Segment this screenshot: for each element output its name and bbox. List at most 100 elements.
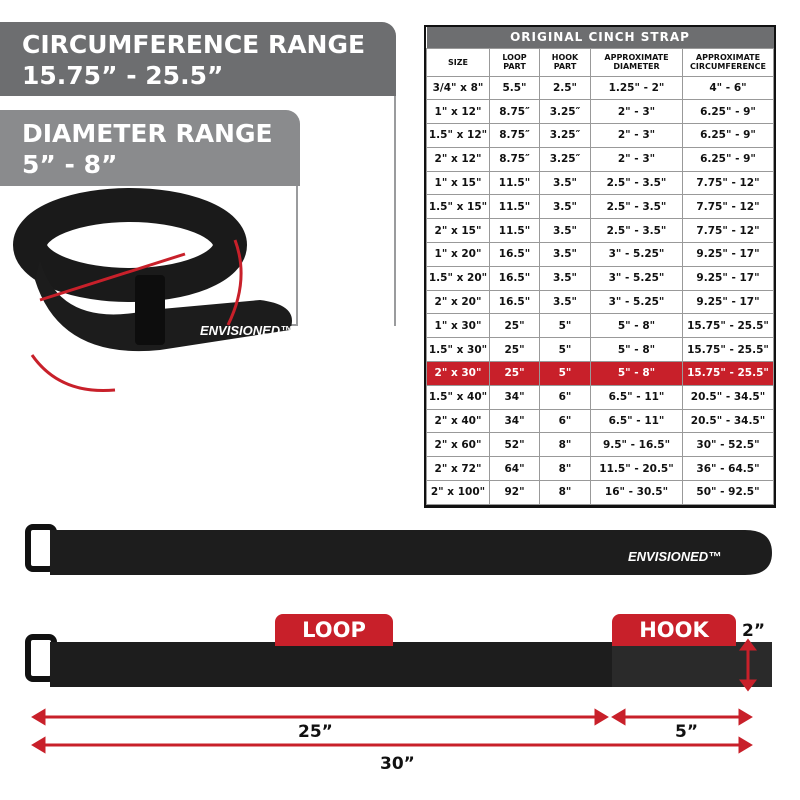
table-cell: 1.25" - 2"	[590, 75, 683, 101]
table-cell: 34"	[489, 408, 540, 434]
table-cell: 6.25" - 9"	[682, 99, 774, 125]
table-cell: 3/4" x 8"	[426, 75, 490, 101]
table-row: 3/4" x 8" 5.5" 2.5" 1.25" - 2" 4" - 6"	[426, 75, 774, 101]
table-row: 1.5" x 30" 25" 5" 5" - 8" 15.75" - 25.5"	[426, 337, 774, 363]
table-cell: 34"	[489, 384, 540, 410]
table-cell: 6"	[539, 384, 591, 410]
loop-label: LOOP	[275, 614, 393, 646]
table-cell: 52"	[489, 432, 540, 458]
column-header: APPROXIMATE CIRCUMFERENCE	[682, 47, 774, 77]
table-cell: 11.5" - 20.5"	[590, 456, 683, 482]
table-cell: 2" x 20"	[426, 289, 490, 315]
table-cell: 6.5" - 11"	[590, 408, 683, 434]
circumference-banner: CIRCUMFERENCE RANGE 15.75” - 25.5”	[0, 22, 396, 96]
table-cell: 15.75" - 25.5"	[682, 313, 774, 339]
circumference-title: CIRCUMFERENCE RANGE	[22, 30, 366, 59]
table-cell: 1" x 15"	[426, 170, 490, 196]
table-cell: 9.25" - 17"	[682, 242, 774, 267]
table-cell: 25"	[489, 361, 540, 386]
table-cell: 8.75″	[489, 123, 540, 148]
table-cell: 11.5"	[489, 194, 540, 220]
table-cell: 1" x 20"	[426, 242, 490, 267]
table-cell: 3.5"	[539, 194, 591, 220]
table-cell: 6.25" - 9"	[682, 123, 774, 148]
table-cell: 9.25" - 17"	[682, 289, 774, 315]
table-cell: 50" - 92.5"	[682, 480, 774, 505]
table-cell: 5.5"	[489, 75, 540, 101]
table-row: 1.5" x 12" 8.75″ 3.25″ 2" - 3" 6.25" - 9"	[426, 123, 774, 148]
table-cell: 3.5"	[539, 265, 591, 291]
strap-top	[50, 530, 772, 575]
table-cell: 16.5"	[489, 289, 540, 315]
table-cell: 3.5"	[539, 170, 591, 196]
table-row: 1.5" x 40" 34" 6" 6.5" - 11" 20.5" - 34.5"	[426, 384, 774, 410]
table-row: 1.5" x 20" 16.5" 3.5" 3" - 5.25" 9.25" - 17"	[426, 265, 774, 291]
table-row: 2" x 12" 8.75″ 3.25″ 2" - 3" 6.25" - 9"	[426, 146, 774, 172]
table-cell: 3.5"	[539, 218, 591, 244]
table-cell: 1.5" x 40"	[426, 384, 490, 410]
table-row: 1" x 30" 25" 5" 5" - 8" 15.75" - 25.5"	[426, 313, 774, 339]
table-cell: 3" - 5.25"	[590, 289, 683, 315]
table-cell: 2.5" - 3.5"	[590, 170, 683, 196]
column-header: HOOK PART	[539, 47, 591, 77]
table-cell: 16.5"	[489, 242, 540, 267]
table-cell: 8"	[539, 432, 591, 458]
table-cell: 3.25″	[539, 123, 591, 148]
table-cell: 6.5" - 11"	[590, 384, 683, 410]
hook-length-label: 5”	[675, 722, 699, 742]
table-title: ORIGINAL CINCH STRAP	[426, 27, 774, 48]
table-cell: 7.75" - 12"	[682, 170, 774, 196]
width-label: 2”	[742, 621, 766, 641]
strap-diagram: ENVISIONED™	[25, 524, 772, 754]
table-cell: 2" x 15"	[426, 218, 490, 244]
brand-logo: ENVISIONED™	[628, 549, 721, 564]
table-cell: 4" - 6"	[682, 75, 774, 101]
table-cell: 2" x 30"	[426, 361, 490, 386]
table-cell: 11.5"	[489, 170, 540, 196]
table-cell: 15.75" - 25.5"	[682, 337, 774, 363]
table-cell: 3.5"	[539, 289, 591, 315]
table-cell: 5" - 8"	[590, 337, 683, 363]
total-length-label: 30”	[380, 754, 415, 774]
table-cell: 8"	[539, 480, 591, 505]
table-cell: 8"	[539, 456, 591, 482]
column-header: APPROXIMATE DIAMETER	[590, 47, 683, 77]
column-header: LOOP PART	[489, 47, 540, 77]
table-cell: 3.25″	[539, 99, 591, 125]
table-row: 2" x 60" 52" 8" 9.5" - 16.5" 30" - 52.5"	[426, 432, 774, 458]
table-cell: 2" - 3"	[590, 146, 683, 172]
table-cell: 1" x 12"	[426, 99, 490, 125]
table-cell: 7.75" - 12"	[682, 194, 774, 220]
table-cell: 9.5" - 16.5"	[590, 432, 683, 458]
table-cell: 11.5"	[489, 218, 540, 244]
table-cell: 92"	[489, 480, 540, 505]
table-row: 2" x 15" 11.5" 3.5" 2.5" - 3.5" 7.75" - 12"	[426, 218, 774, 244]
column-header: SIZE	[426, 47, 490, 77]
table-row: 1" x 20" 16.5" 3.5" 3" - 5.25" 9.25" - 17"	[426, 242, 774, 267]
table-cell: 2.5" - 3.5"	[590, 218, 683, 244]
table-row: 2" x 40" 34" 6" 6.5" - 11" 20.5" - 34.5"	[426, 408, 774, 434]
table-cell: 2" - 3"	[590, 99, 683, 125]
table-cell: 7.75" - 12"	[682, 218, 774, 244]
table-cell: 3.5"	[539, 242, 591, 267]
table-cell: 2" x 12"	[426, 146, 490, 172]
brand-logo: ENVISIONED™	[200, 323, 293, 338]
hook-label: HOOK	[612, 614, 736, 646]
table-cell: 1.5" x 12"	[426, 123, 490, 148]
looped-strap-image: ENVISIONED™	[13, 188, 293, 393]
table-cell: 1.5" x 30"	[426, 337, 490, 363]
table-row: 2" x 30" 25" 5" 5" - 8" 15.75" - 25.5"	[426, 361, 774, 386]
table-cell: 1.5" x 20"	[426, 265, 490, 291]
table-cell: 5"	[539, 361, 591, 386]
table-cell: 2" x 40"	[426, 408, 490, 434]
size-chart-table: ORIGINAL CINCH STRAP SIZE LOOP PART HOOK P…	[424, 25, 776, 508]
table-row: 1.5" x 15" 11.5" 3.5" 2.5" - 3.5" 7.75" - 12…	[426, 194, 774, 220]
table-cell: 3" - 5.25"	[590, 265, 683, 291]
diameter-value: 5” - 8”	[22, 150, 118, 179]
table-cell: 5"	[539, 313, 591, 339]
table-cell: 2.5" - 3.5"	[590, 194, 683, 220]
table-cell: 2.5"	[539, 75, 591, 101]
strap-bottom	[50, 642, 772, 687]
table-cell: 5" - 8"	[590, 361, 683, 386]
table-cell: 64"	[489, 456, 540, 482]
